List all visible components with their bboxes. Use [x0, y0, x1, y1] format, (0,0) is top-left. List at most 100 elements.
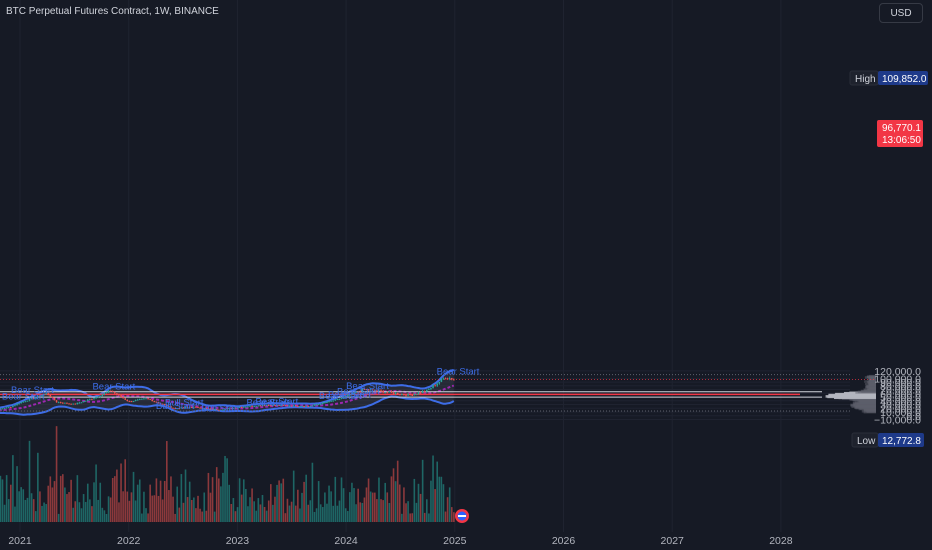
- candle-body: [26, 400, 29, 402]
- candle-body: [7, 407, 10, 409]
- candle-body: [126, 399, 129, 402]
- volume-bar: [168, 490, 170, 522]
- volume-bar: [55, 426, 58, 522]
- candle-body: [411, 394, 414, 396]
- volume-bar: [319, 504, 322, 522]
- y-tick-label: 0.0: [906, 411, 921, 423]
- volume-bar: [91, 506, 93, 522]
- volume-bar: [149, 484, 151, 522]
- candle-body: [30, 397, 33, 399]
- candle-body: [166, 404, 168, 407]
- volume-bar: [109, 497, 112, 522]
- candle-body: [378, 390, 380, 392]
- candle-body: [62, 402, 64, 404]
- volume-bar: [340, 477, 343, 522]
- y-tick-label: 100,000.0: [874, 373, 921, 385]
- volume-bar: [111, 477, 114, 522]
- candle-body: [138, 399, 141, 401]
- volume-bar: [16, 466, 18, 522]
- volume-bars: [0, 426, 455, 522]
- candle-body: [109, 390, 112, 392]
- candle-body: [299, 406, 301, 408]
- candle-body: [332, 400, 335, 402]
- volume-bar: [334, 476, 337, 522]
- volume-bar: [180, 474, 183, 522]
- candle-body: [278, 405, 280, 407]
- candle-body: [315, 404, 318, 406]
- volume-bar: [444, 511, 447, 522]
- candle-body: [292, 405, 295, 407]
- candle-body: [423, 391, 426, 393]
- volume-bar: [265, 510, 268, 522]
- y-tick-label: 90,000.0: [880, 377, 921, 389]
- candle-body: [195, 406, 197, 408]
- candle-body: [70, 403, 72, 405]
- candle-body: [344, 395, 347, 397]
- candle-body: [357, 391, 359, 393]
- volume-bar: [66, 494, 68, 522]
- volume-bar: [39, 491, 41, 522]
- candle-body: [442, 378, 445, 380]
- volume-bar: [332, 505, 335, 522]
- candle-body: [392, 392, 395, 394]
- candle-body: [340, 397, 343, 399]
- candle-body: [149, 398, 151, 400]
- flag-icon[interactable]: [455, 509, 469, 523]
- bear-bull-label: Bear Start: [328, 389, 371, 400]
- volume-bar: [307, 504, 310, 522]
- candle-body: [226, 408, 228, 410]
- volume-bar: [230, 503, 233, 522]
- volume-bar: [124, 459, 127, 522]
- volume-profile: [825, 374, 876, 414]
- volume-bar: [423, 512, 426, 522]
- candle-body: [218, 409, 220, 411]
- volume-bar: [226, 458, 228, 522]
- volume-bar: [324, 492, 326, 522]
- volume-bar: [170, 476, 172, 522]
- candle-body: [265, 404, 268, 406]
- high-value: 109,852.0: [882, 74, 927, 85]
- volume-bar: [390, 476, 393, 522]
- candle-body: [448, 378, 451, 380]
- candle-body: [124, 398, 127, 400]
- volume-bar: [155, 478, 158, 522]
- candle-body: [178, 408, 181, 410]
- volume-bar: [74, 501, 77, 522]
- volume-bar: [143, 491, 145, 522]
- horizontal-levels: [0, 374, 875, 412]
- volume-bar: [349, 492, 351, 522]
- candle-body: [213, 409, 216, 411]
- volume-bar: [344, 508, 347, 522]
- volume-bar: [450, 507, 453, 522]
- candle-body: [5, 407, 8, 409]
- volume-bar: [278, 480, 280, 522]
- price-axis[interactable]: 120,000.0100,000.090,000.080,000.070,000…: [874, 366, 921, 427]
- volume-bar: [28, 440, 31, 522]
- volume-bar: [442, 484, 445, 522]
- volume-bar: [122, 491, 124, 522]
- candle-body: [122, 397, 124, 399]
- time-axis[interactable]: 2021 2022 2023 2024 2025 2026 2027 2028: [8, 535, 792, 547]
- candle-body: [380, 390, 382, 392]
- candle-body: [39, 395, 41, 397]
- volume-bar: [20, 487, 23, 522]
- volume-bar: [72, 507, 75, 522]
- candle-body: [53, 397, 56, 401]
- volume-bar: [384, 482, 387, 522]
- volume-bar: [336, 505, 339, 522]
- x-tick-label: 2025: [443, 535, 467, 547]
- volume-bar: [430, 480, 432, 522]
- candle-body: [328, 401, 330, 403]
- candle-body: [236, 407, 239, 409]
- volume-bar: [120, 463, 122, 522]
- y-tick-label: 60,000.0: [880, 388, 921, 400]
- candle-body: [176, 408, 179, 410]
- y-tick-label: 80,000.0: [880, 381, 921, 393]
- candle-body: [153, 401, 156, 403]
- candle-body: [174, 408, 176, 410]
- currency-button[interactable]: USD: [879, 3, 923, 23]
- candle-body: [313, 404, 316, 406]
- candle-body: [436, 383, 439, 386]
- candle-body: [111, 391, 114, 393]
